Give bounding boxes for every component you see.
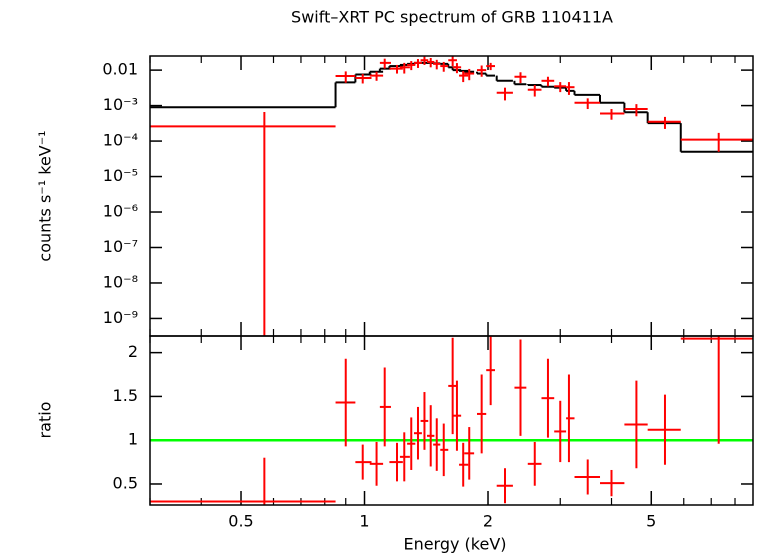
y-tick-label: 2 [128,342,138,361]
chart-title: Swift–XRT PC spectrum of GRB 110411A [291,8,613,27]
panel-frame [149,55,754,337]
y-axis-title: ratio [36,402,55,439]
y-tick-label: 10⁻⁶ [103,202,138,221]
x-tick-label: 2 [483,512,493,531]
x-axis-title: Energy (keV) [403,535,506,554]
y-tick-label: 10⁻⁴ [103,131,138,150]
y-tick-label: 10⁻³ [103,95,138,114]
y-tick-label: 0.01 [102,60,138,79]
y-axis-title: counts s⁻¹ keV⁻¹ [36,130,55,261]
x-tick-label: 0.5 [228,512,253,531]
y-tick-label: 10⁻⁸ [103,272,138,291]
y-tick-label: 10⁻⁹ [103,308,138,327]
y-tick-label: 1.5 [113,386,138,405]
x-tick-label: 1 [359,512,369,531]
y-tick-label: 10⁻⁷ [103,237,138,256]
x-tick-label: 5 [646,512,656,531]
y-tick-label: 1 [128,430,138,449]
y-tick-label: 0.5 [113,473,138,492]
panel-frame [149,335,754,506]
y-tick-label: 10⁻⁵ [103,166,138,185]
